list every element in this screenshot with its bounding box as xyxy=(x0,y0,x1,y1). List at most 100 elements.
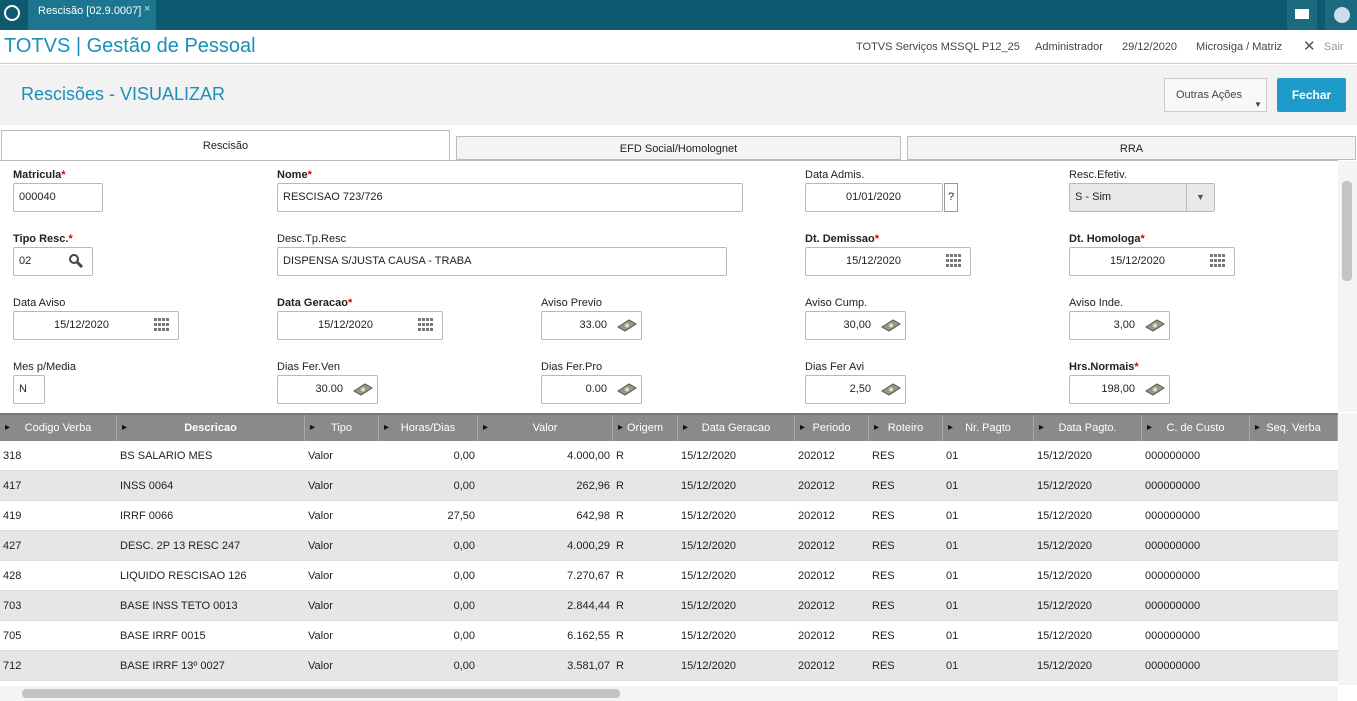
table-cell: 01 xyxy=(946,660,959,672)
field-input[interactable]: 15/12/2020 xyxy=(13,311,179,340)
column-header[interactable]: ▸ Origem xyxy=(613,415,678,441)
app-tab[interactable]: Rescisão [02.9.0007] × xyxy=(28,0,156,30)
header-arrow: ▸ xyxy=(1039,422,1045,433)
money-icon[interactable] xyxy=(353,382,373,396)
table-cell: 01 xyxy=(946,450,959,462)
table-cell: 427 xyxy=(3,540,22,552)
help-button[interactable] xyxy=(1325,0,1357,30)
field-input[interactable]: 30,00 xyxy=(805,311,906,340)
table-row[interactable] xyxy=(0,501,1338,531)
label-text: Aviso Cump. xyxy=(805,297,868,309)
field-input[interactable]: 198,00 xyxy=(1069,375,1170,404)
column-header[interactable]: ▸ Valor xyxy=(478,415,613,441)
table-cell: 000000000 xyxy=(1145,660,1201,672)
field-label: Dt. Demissao* xyxy=(805,233,879,245)
user: Administrador xyxy=(1035,41,1103,53)
money-icon[interactable] xyxy=(881,318,901,332)
column-header[interactable]: ▸ Data Pagto. xyxy=(1034,415,1142,441)
field-value: 2,50 xyxy=(849,383,871,395)
label-text: Matricula xyxy=(13,169,62,181)
table-row[interactable] xyxy=(0,651,1338,681)
calendar-icon[interactable] xyxy=(154,318,170,332)
column-header[interactable]: ▸ Data Geracao xyxy=(678,415,795,441)
table-cell: 000000000 xyxy=(1145,480,1201,492)
h-scrollbar[interactable] xyxy=(0,686,1338,701)
field-label: Dt. Homologa* xyxy=(1069,233,1145,245)
column-header[interactable]: ▸ Periodo xyxy=(795,415,869,441)
help-button[interactable]: ? xyxy=(944,183,958,212)
field-label: Aviso Previo xyxy=(541,297,602,309)
field-label: Data Geracao* xyxy=(277,297,352,309)
table-row[interactable] xyxy=(0,531,1338,561)
table-cell: 15/12/2020 xyxy=(1037,510,1093,522)
form-scrollbar[interactable] xyxy=(1338,161,1357,412)
field-input[interactable]: 2,50 xyxy=(805,375,906,404)
field-input[interactable]: 000040 xyxy=(13,183,103,212)
calendar-icon[interactable] xyxy=(1210,254,1226,268)
search-icon[interactable] xyxy=(68,254,84,268)
money-icon[interactable] xyxy=(1145,318,1165,332)
exit[interactable]: Sair xyxy=(1324,41,1344,53)
table-cell: 202012 xyxy=(798,630,835,642)
table-cell: LIQUIDO RESCISAO 126 xyxy=(120,570,247,582)
required-mark: * xyxy=(347,297,353,309)
table-cell: 15/12/2020 xyxy=(681,630,737,642)
field-input[interactable]: 33.00 xyxy=(541,311,642,340)
money-icon[interactable] xyxy=(881,382,901,396)
calendar-icon[interactable] xyxy=(418,318,434,332)
field-input[interactable]: RESCISAO 723/726 xyxy=(277,183,743,212)
field-input[interactable]: N xyxy=(13,375,45,404)
money-icon[interactable] xyxy=(617,318,637,332)
money-icon[interactable] xyxy=(617,382,637,396)
table-row[interactable] xyxy=(0,441,1338,471)
dropdown-arrow[interactable]: ▼ xyxy=(1186,184,1214,211)
column-header[interactable]: ▸ Nr. Pagto xyxy=(943,415,1034,441)
tab[interactable]: RRA xyxy=(907,136,1356,160)
field-input[interactable]: S - Sim ▼ xyxy=(1069,183,1215,212)
tab-active[interactable]: Rescisão xyxy=(1,130,450,161)
table-cell: 642,98 xyxy=(576,510,610,522)
mail-button[interactable] xyxy=(1287,0,1317,30)
field-label: Resc.Efetiv. xyxy=(1069,169,1127,181)
grid-scrollbar[interactable] xyxy=(1338,413,1357,685)
field-input[interactable]: 01/01/2020 xyxy=(805,183,943,212)
table-row[interactable] xyxy=(0,471,1338,501)
other-actions[interactable]: Outras Ações ▼ xyxy=(1164,78,1267,112)
field-input[interactable]: 15/12/2020 xyxy=(1069,247,1235,276)
close-button[interactable]: Fechar xyxy=(1277,78,1346,112)
calendar-icon[interactable] xyxy=(946,254,962,268)
table-cell: 202012 xyxy=(798,510,835,522)
table-cell: RES xyxy=(872,480,895,492)
column-header[interactable]: ▸ Horas/Dias xyxy=(379,415,478,441)
table-cell: 15/12/2020 xyxy=(1037,660,1093,672)
field-input[interactable]: 0.00 xyxy=(541,375,642,404)
table-cell: 0,00 xyxy=(453,600,475,612)
field-input[interactable]: 15/12/2020 xyxy=(805,247,971,276)
table-row[interactable] xyxy=(0,561,1338,591)
column-header[interactable]: ▸ Descricao xyxy=(117,415,305,441)
field-label: Aviso Cump. xyxy=(805,297,867,309)
column-header[interactable]: ▸ Codigo Verba xyxy=(0,415,117,441)
column-header[interactable]: ▸ Seq. Verba xyxy=(1250,415,1338,441)
table-cell: 262,96 xyxy=(576,480,610,492)
table-row[interactable] xyxy=(0,591,1338,621)
required-mark: * xyxy=(1134,361,1139,373)
field-input[interactable]: 15/12/2020 xyxy=(277,311,443,340)
label-text: Hrs.Normais xyxy=(1069,361,1135,373)
field-input[interactable]: 02 xyxy=(13,247,93,276)
field-input[interactable]: DISPENSA S/JUSTA CAUSA - TRABA xyxy=(277,247,727,276)
table-row[interactable] xyxy=(0,621,1338,651)
table-cell: R xyxy=(616,540,624,552)
column-header[interactable]: ▸ Tipo xyxy=(305,415,379,441)
column-header[interactable]: ▸ C. de Custo xyxy=(1142,415,1250,441)
field-input[interactable]: 3,00 xyxy=(1069,311,1170,340)
money-icon[interactable] xyxy=(1145,382,1165,396)
tab-close[interactable]: × xyxy=(144,3,151,15)
field-value: S - Sim xyxy=(1075,191,1112,203)
table-cell: 202012 xyxy=(798,450,835,462)
column-header[interactable]: ▸ Roteiro xyxy=(869,415,943,441)
table-cell: 417 xyxy=(3,480,22,492)
tab[interactable]: EFD Social/Homolognet xyxy=(456,136,901,160)
field-input[interactable]: 30.00 xyxy=(277,375,378,404)
header-arrow: ▸ xyxy=(310,422,316,433)
